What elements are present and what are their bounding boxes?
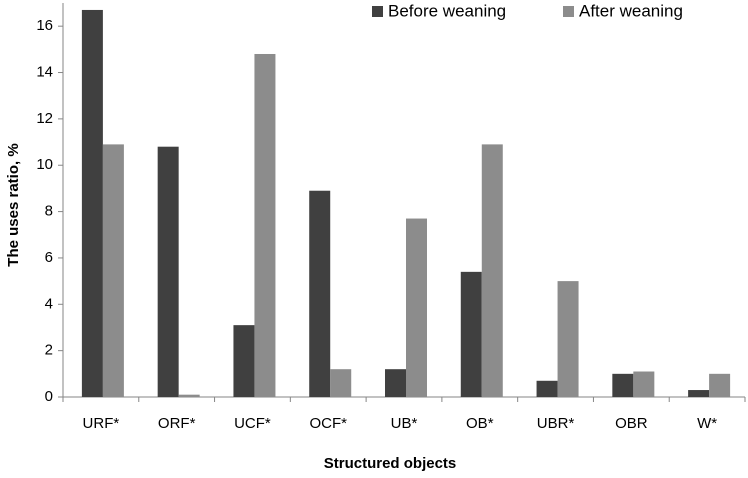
y-tick-label: 8 [45, 203, 53, 220]
legend-label: After weaning [579, 1, 683, 20]
bar [254, 53, 276, 398]
bar [157, 146, 179, 397]
bar [612, 373, 634, 397]
bar [178, 394, 200, 397]
y-tick-label: 6 [45, 249, 53, 266]
bar [309, 190, 331, 397]
x-tick-label: ORF* [158, 415, 196, 432]
bar [536, 380, 558, 397]
x-tick-label: OCF* [309, 415, 347, 432]
bar [233, 325, 255, 397]
bar [460, 271, 482, 397]
x-tick-label: UCF* [234, 415, 271, 432]
y-tick-label: 0 [45, 388, 53, 405]
y-tick-label: 12 [36, 110, 53, 127]
bar [709, 373, 731, 397]
y-tick-label: 16 [36, 17, 53, 34]
legend-label: Before weaning [388, 1, 506, 20]
bar [102, 144, 124, 397]
y-tick-label: 10 [36, 156, 53, 173]
x-tick-label: URF* [83, 415, 120, 432]
y-tick-label: 14 [36, 63, 53, 80]
legend-swatch [372, 6, 383, 17]
x-tick-label: UBR* [537, 415, 575, 432]
x-tick-label: W* [697, 415, 717, 432]
bar [330, 369, 352, 397]
bar [688, 390, 710, 397]
bar [633, 371, 655, 397]
bar [81, 9, 103, 397]
bar [385, 369, 406, 397]
x-tick-label: OBR [615, 415, 648, 432]
y-tick-label: 2 [45, 342, 53, 359]
y-tick-label: 4 [45, 295, 53, 312]
x-tick-label: OB* [466, 415, 494, 432]
y-axis-title: The uses ratio, % [5, 143, 22, 266]
x-tick-label: UB* [391, 415, 418, 432]
legend-swatch [563, 6, 574, 17]
x-axis-title: Structured objects [324, 455, 457, 472]
bar [557, 281, 579, 397]
bar [406, 218, 427, 397]
bar [481, 144, 503, 397]
